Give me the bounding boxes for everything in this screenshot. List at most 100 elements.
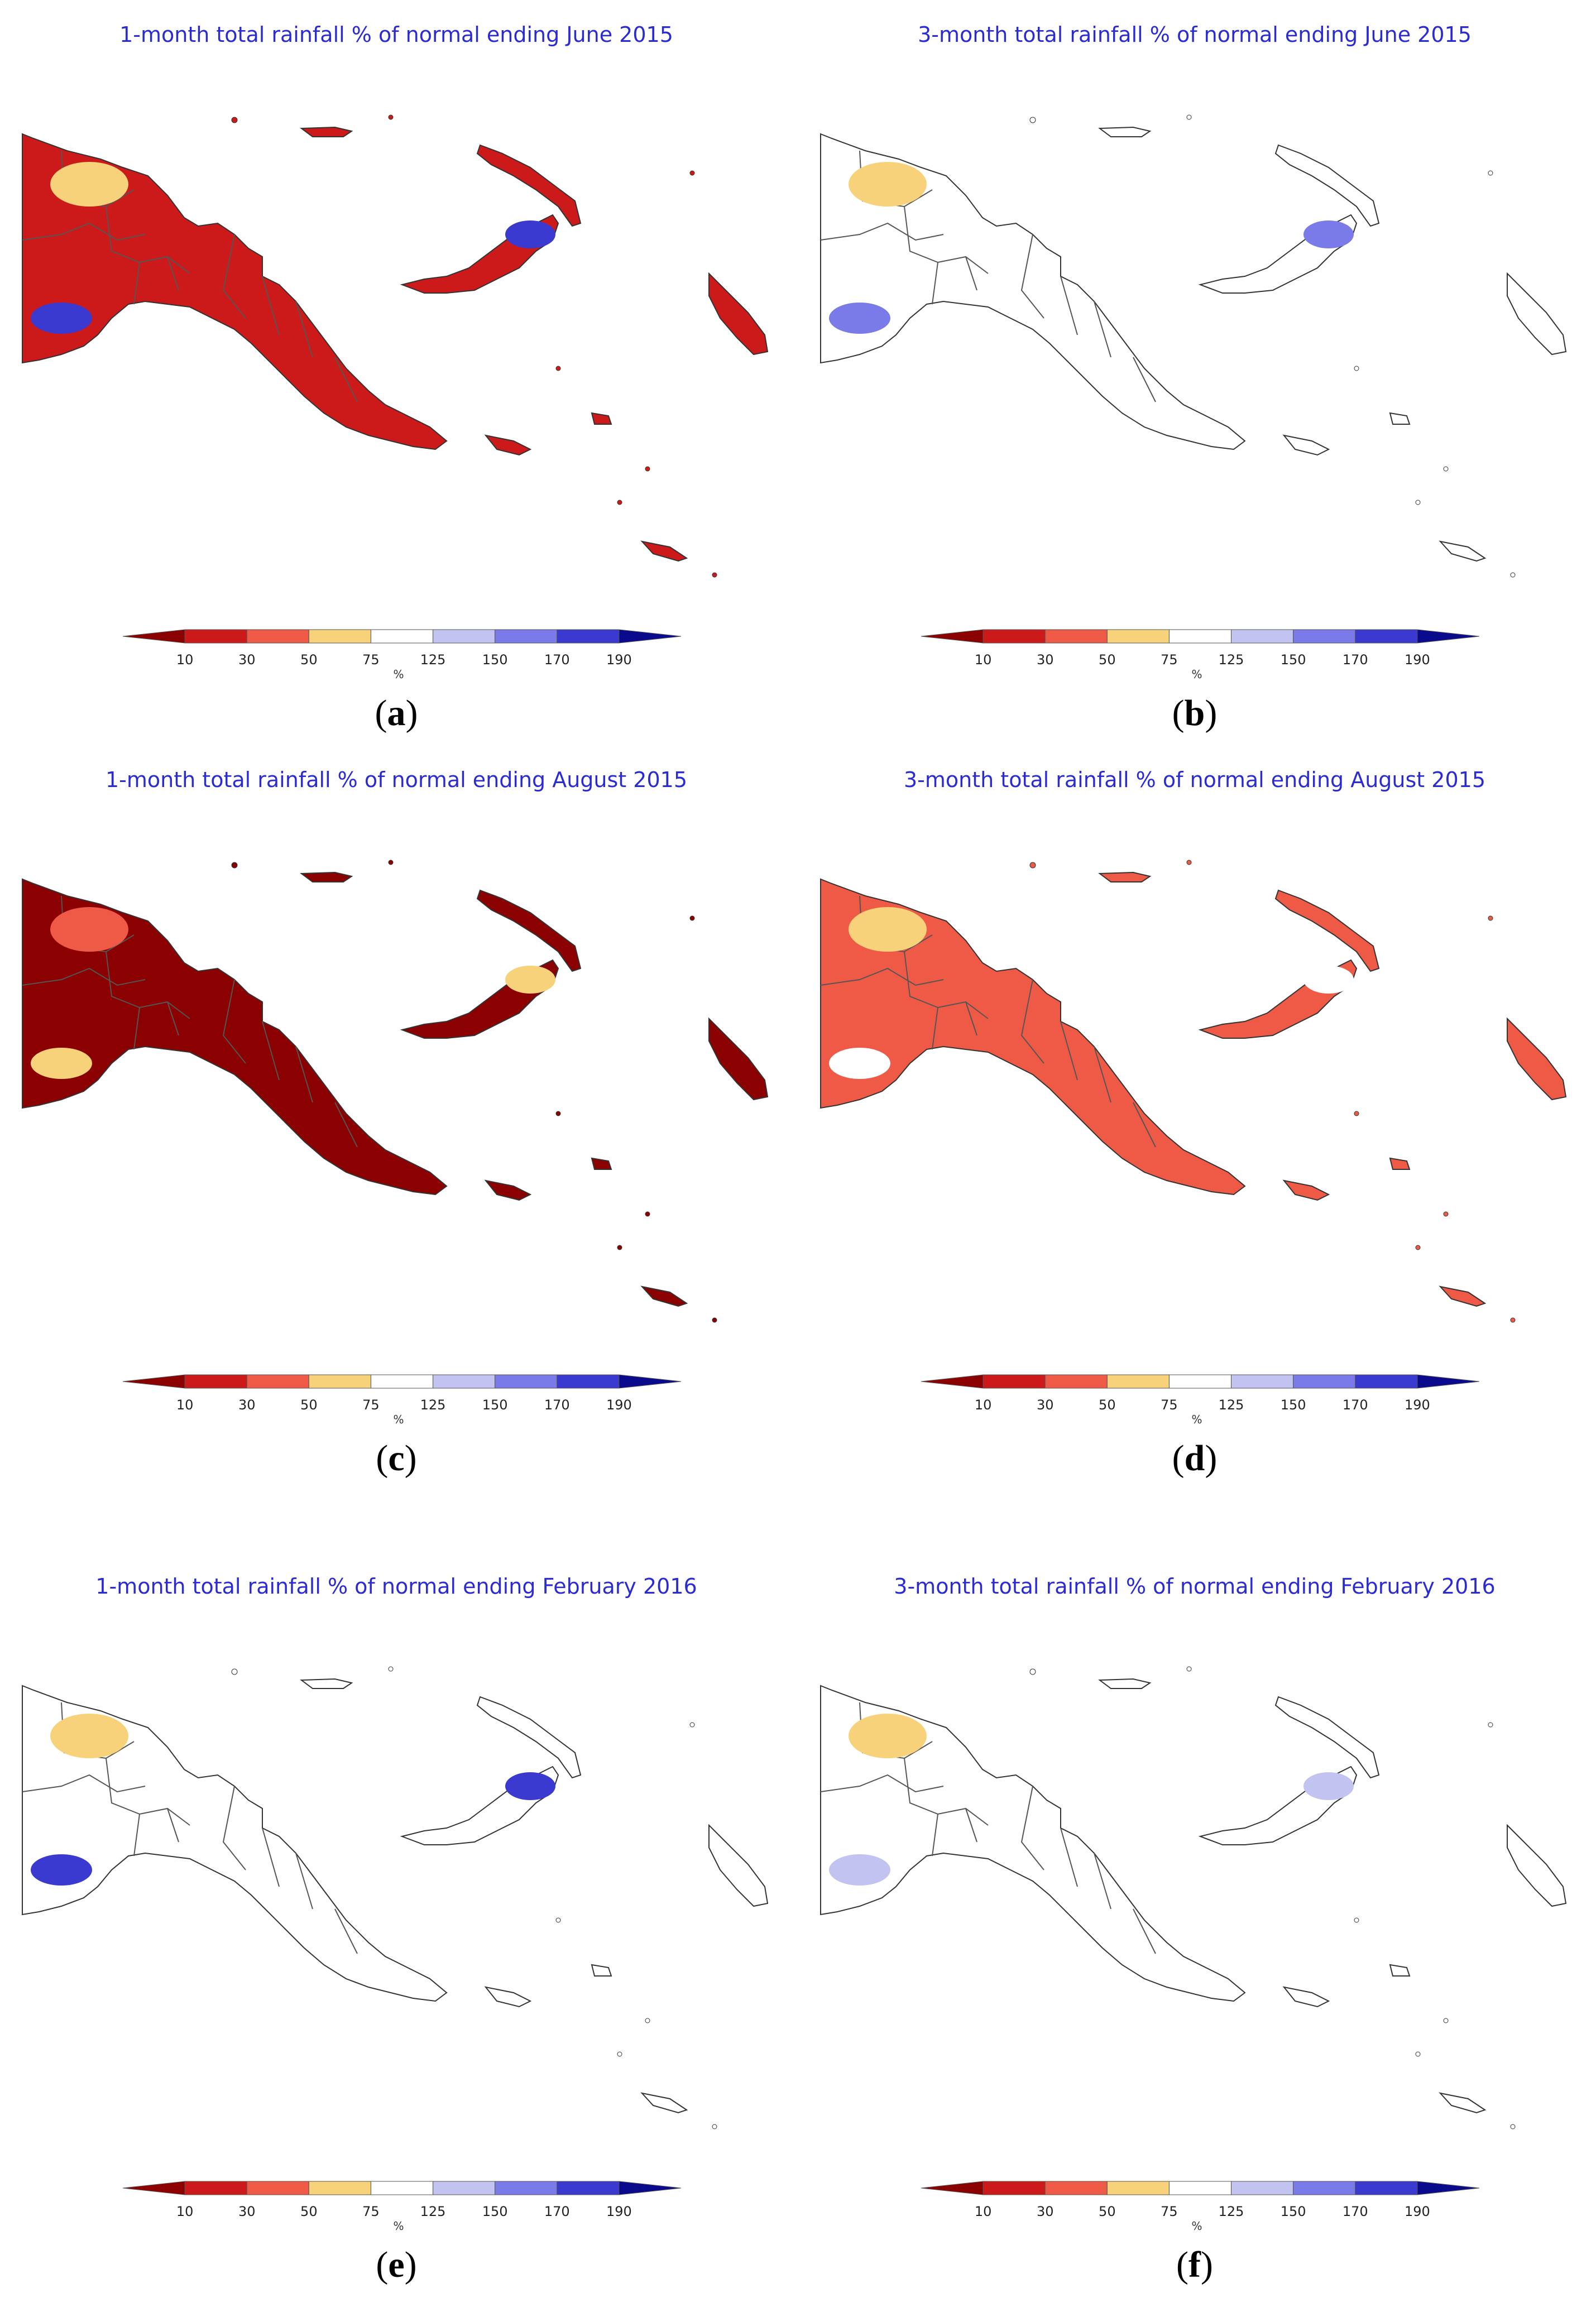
panel-label-letter: a [387, 693, 406, 733]
island-manus [1098, 871, 1152, 882]
islet [712, 572, 717, 578]
colorbar-bin [1355, 1374, 1418, 1389]
panel-label-close: ) [404, 2244, 417, 2285]
islet [645, 1211, 650, 1217]
colorbar [123, 1374, 681, 1389]
colorbar-bin [1044, 1374, 1108, 1389]
colorbar-bin [1355, 2181, 1418, 2195]
island-new-ireland [1274, 889, 1380, 972]
islet [1510, 1317, 1516, 1323]
island-bougainville [1507, 272, 1567, 356]
colorbar-bin [619, 629, 681, 644]
islet [1415, 2051, 1421, 2057]
map-panel-a: 1-month total rainfall % of normal endin… [0, 0, 793, 748]
panel-label-open: ( [1172, 693, 1185, 733]
colorbar-bin [921, 2181, 984, 2195]
colorbar-tick-label: 150 [1280, 652, 1306, 668]
islet [1510, 572, 1516, 578]
islet [1186, 114, 1192, 120]
islet [712, 2124, 717, 2129]
islet [1354, 366, 1359, 371]
panel-label: (b) [798, 692, 1591, 735]
accent-region [849, 907, 927, 952]
colorbar-bin [1355, 629, 1418, 644]
island-milne-bay [1282, 1179, 1330, 1201]
islet [1510, 2124, 1516, 2129]
islet [388, 114, 394, 120]
colorbar-tick-label: 190 [606, 1397, 632, 1413]
colorbar-tick-label: 75 [362, 1397, 380, 1413]
colorbar-tick-label: 75 [362, 652, 380, 668]
panel-label-close: ) [404, 1438, 417, 1479]
islet [1354, 1917, 1359, 1923]
islet [689, 915, 695, 921]
wet-region [829, 1048, 890, 1079]
island-manus [300, 126, 353, 137]
rainfall-map [0, 1608, 793, 2166]
panel-label: (e) [0, 2244, 793, 2286]
islet [231, 862, 238, 869]
panel-label-close: ) [405, 693, 418, 733]
islet [1488, 915, 1493, 921]
islet [689, 170, 695, 176]
panel-label-open: ( [376, 2244, 389, 2285]
colorbar-tick-label: 170 [1342, 1397, 1368, 1413]
colorbar-tick-label: 150 [482, 1397, 508, 1413]
colorbar-tick-label: 170 [1342, 2204, 1368, 2219]
islet [388, 860, 394, 865]
colorbar-bin [123, 1374, 185, 1389]
colorbar-bin [308, 2181, 371, 2195]
island-trobriand [1389, 1964, 1411, 1977]
islet [617, 2051, 622, 2057]
islet [231, 117, 238, 123]
colorbar-tick-label: 75 [1161, 2204, 1178, 2219]
panel-label-open: ( [1172, 1438, 1185, 1479]
islet [1029, 862, 1036, 869]
islet [555, 1111, 561, 1116]
colorbar-bin [433, 2181, 496, 2195]
island-bougainville [1507, 1824, 1567, 1907]
accent-region [50, 162, 128, 207]
colorbar-tick-label: 10 [974, 652, 992, 668]
wet-region [829, 303, 890, 334]
panel-label: (c) [0, 1437, 793, 1480]
colorbar [921, 629, 1479, 644]
islet [689, 1722, 695, 1728]
wet-region [31, 1048, 92, 1079]
colorbar-bin [1417, 2181, 1479, 2195]
colorbar-tick-label: 150 [1280, 1397, 1306, 1413]
colorbar-unit: % [393, 2219, 404, 2233]
colorbar-tick-label: 10 [176, 2204, 194, 2219]
colorbar-tick-label: 30 [238, 1397, 256, 1413]
island-bougainville [708, 1824, 769, 1907]
colorbar-bin [495, 2181, 558, 2195]
island-new-ireland [476, 144, 582, 227]
islet [617, 1245, 622, 1250]
colorbar-tick-label: 125 [420, 1397, 446, 1413]
island-trobriand [1389, 1157, 1411, 1170]
colorbar-bin [123, 2181, 185, 2195]
colorbar-bin [308, 629, 371, 644]
colorbar-bin [1231, 2181, 1294, 2195]
islet [1186, 860, 1192, 865]
islet [1443, 2018, 1449, 2023]
panel-label-close: ) [1200, 2244, 1213, 2285]
mainland-png [820, 878, 1246, 1196]
islet [1186, 1666, 1192, 1672]
island-bougainville [708, 1017, 769, 1101]
island-milne-bay [484, 1179, 532, 1201]
panel-label-letter: b [1184, 693, 1205, 733]
colorbar-tick-label: 10 [974, 2204, 992, 2219]
island-louisiade [640, 540, 688, 562]
islet [1443, 466, 1449, 472]
island-louisiade [640, 1285, 688, 1307]
panel-title: 1-month total rainfall % of normal endin… [95, 1574, 697, 1599]
islet [645, 2018, 650, 2023]
colorbar-tick-label: 50 [300, 1397, 318, 1413]
wet-region [31, 1854, 92, 1886]
accent-region [50, 1714, 128, 1758]
colorbar [123, 2181, 681, 2195]
colorbar-bin [982, 2181, 1046, 2195]
mainland-png [22, 133, 448, 450]
colorbar-bin [184, 1374, 247, 1389]
